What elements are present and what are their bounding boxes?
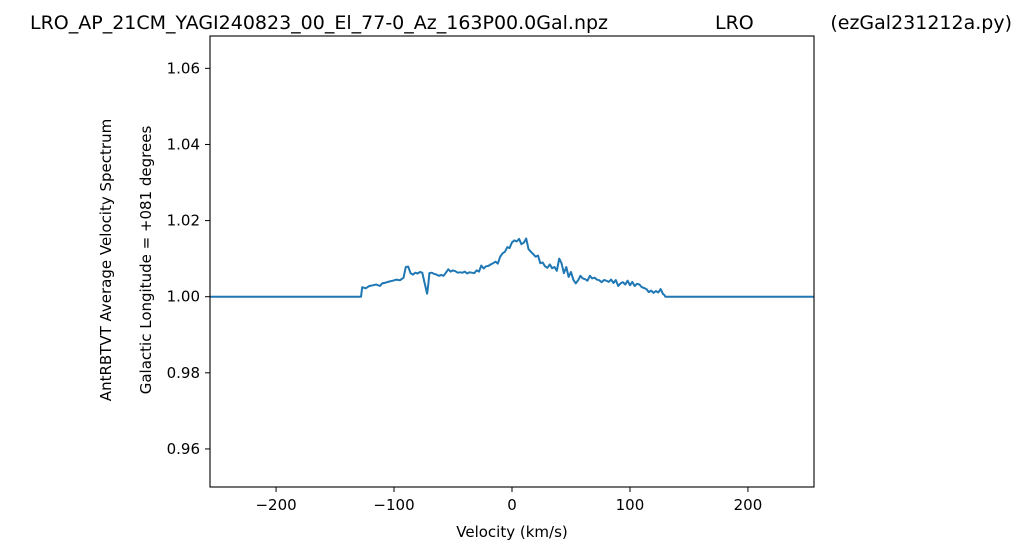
header-script: (ezGal231212a.py)	[830, 12, 1012, 34]
header-filename: LRO_AP_21CM_YAGI240823_00_El_77-0_Az_163…	[30, 12, 608, 34]
x-tick-label: 200	[734, 496, 763, 514]
y-tick-label: 1.06	[167, 59, 200, 77]
y-tick-label: 1.02	[167, 212, 200, 230]
x-axis-ticks: −200 −100 0 100 200	[255, 487, 762, 514]
header-site: LRO	[715, 12, 754, 34]
x-tick-label: −100	[373, 496, 414, 514]
y-axis-label-inner: Galactic Longitude = +081 degrees	[137, 126, 155, 395]
x-tick-label: 100	[616, 496, 645, 514]
y-tick-label: 1.00	[167, 288, 200, 306]
series-layer	[210, 237, 814, 298]
plot-frame	[209, 35, 815, 488]
series-line-0	[210, 237, 814, 298]
x-axis-label: Velocity (km/s)	[456, 523, 567, 541]
y-tick-label: 0.96	[167, 440, 200, 458]
y-axis-ticks: 0.96 0.98 1.00 1.02 1.04 1.06	[167, 59, 210, 458]
x-tick-label: 0	[507, 496, 517, 514]
x-tick-label: −200	[255, 496, 296, 514]
y-axis-label-outer: AntRBTVT Average Velocity Spectrum	[97, 119, 115, 401]
y-tick-label: 1.04	[167, 135, 200, 153]
y-tick-label: 0.98	[167, 364, 200, 382]
